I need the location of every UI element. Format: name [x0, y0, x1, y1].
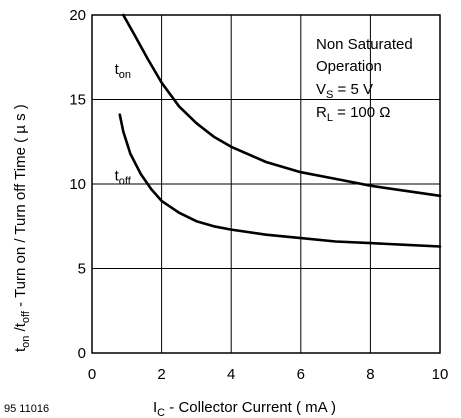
series-labels: ton toff: [115, 61, 132, 187]
annotation-rl-sub: L: [327, 112, 333, 124]
annotation-line4: RL = 100 Ω: [316, 104, 390, 124]
annotation-rl-main: R: [316, 104, 327, 121]
series-label-t-on: ton: [115, 61, 131, 81]
annotation-vs-main: V: [316, 81, 326, 98]
y-tick-label: 20: [69, 7, 86, 24]
series-group: [118, 13, 442, 248]
series-line-t-on: [122, 13, 442, 198]
y-axis-label-toff: /t: [12, 322, 29, 335]
y-axis-label-rest: - Turn on / Turn off Time ( µ s ): [12, 104, 29, 311]
x-axis-label-rest: - Collector Current ( mA ): [165, 399, 336, 416]
x-axis-label-sub: C: [157, 407, 165, 418]
y-tick-labels: 0 5 10 15 20: [69, 7, 86, 362]
y-axis-label-ton-sub: on: [20, 336, 32, 348]
x-tick-label: 8: [366, 366, 374, 383]
x-tick-label: 0: [88, 366, 96, 383]
series-line-t-off: [118, 113, 442, 248]
y-tick-label: 10: [69, 176, 86, 193]
annotation-vs-sub: S: [326, 89, 333, 101]
series-label-t-off: toff: [115, 168, 132, 188]
grid: [92, 15, 440, 353]
x-axis-label: IC - Collector Current ( mA ): [153, 399, 336, 418]
annotation-line1: Non Saturated: [316, 36, 413, 53]
annotation-line3: VS = 5 V: [316, 81, 373, 101]
x-tick-label: 4: [227, 366, 235, 383]
x-tick-label: 6: [297, 366, 305, 383]
y-axis-label-ton: t: [12, 347, 29, 352]
y-axis-label: ton /toff - Turn on / Turn off Time ( µ …: [12, 104, 32, 352]
y-tick-label: 5: [78, 261, 86, 278]
x-tick-label: 2: [157, 366, 165, 383]
x-axis-label-main: I: [153, 399, 157, 416]
x-tick-labels: 0 2 4 6 8 10: [88, 366, 449, 383]
figure-code: 95 11016: [4, 403, 49, 415]
annotation-vs-rest: = 5 V: [333, 81, 373, 98]
y-tick-label: 0: [78, 345, 86, 362]
x-tick-label: 10: [432, 366, 449, 383]
y-axis-label-toff-sub: off: [20, 310, 32, 323]
y-tick-label: 15: [69, 92, 86, 109]
plot-frame: [91, 14, 441, 354]
annotation-rl-rest: = 100 Ω: [333, 104, 391, 121]
annotation-line2: Operation: [316, 58, 382, 75]
